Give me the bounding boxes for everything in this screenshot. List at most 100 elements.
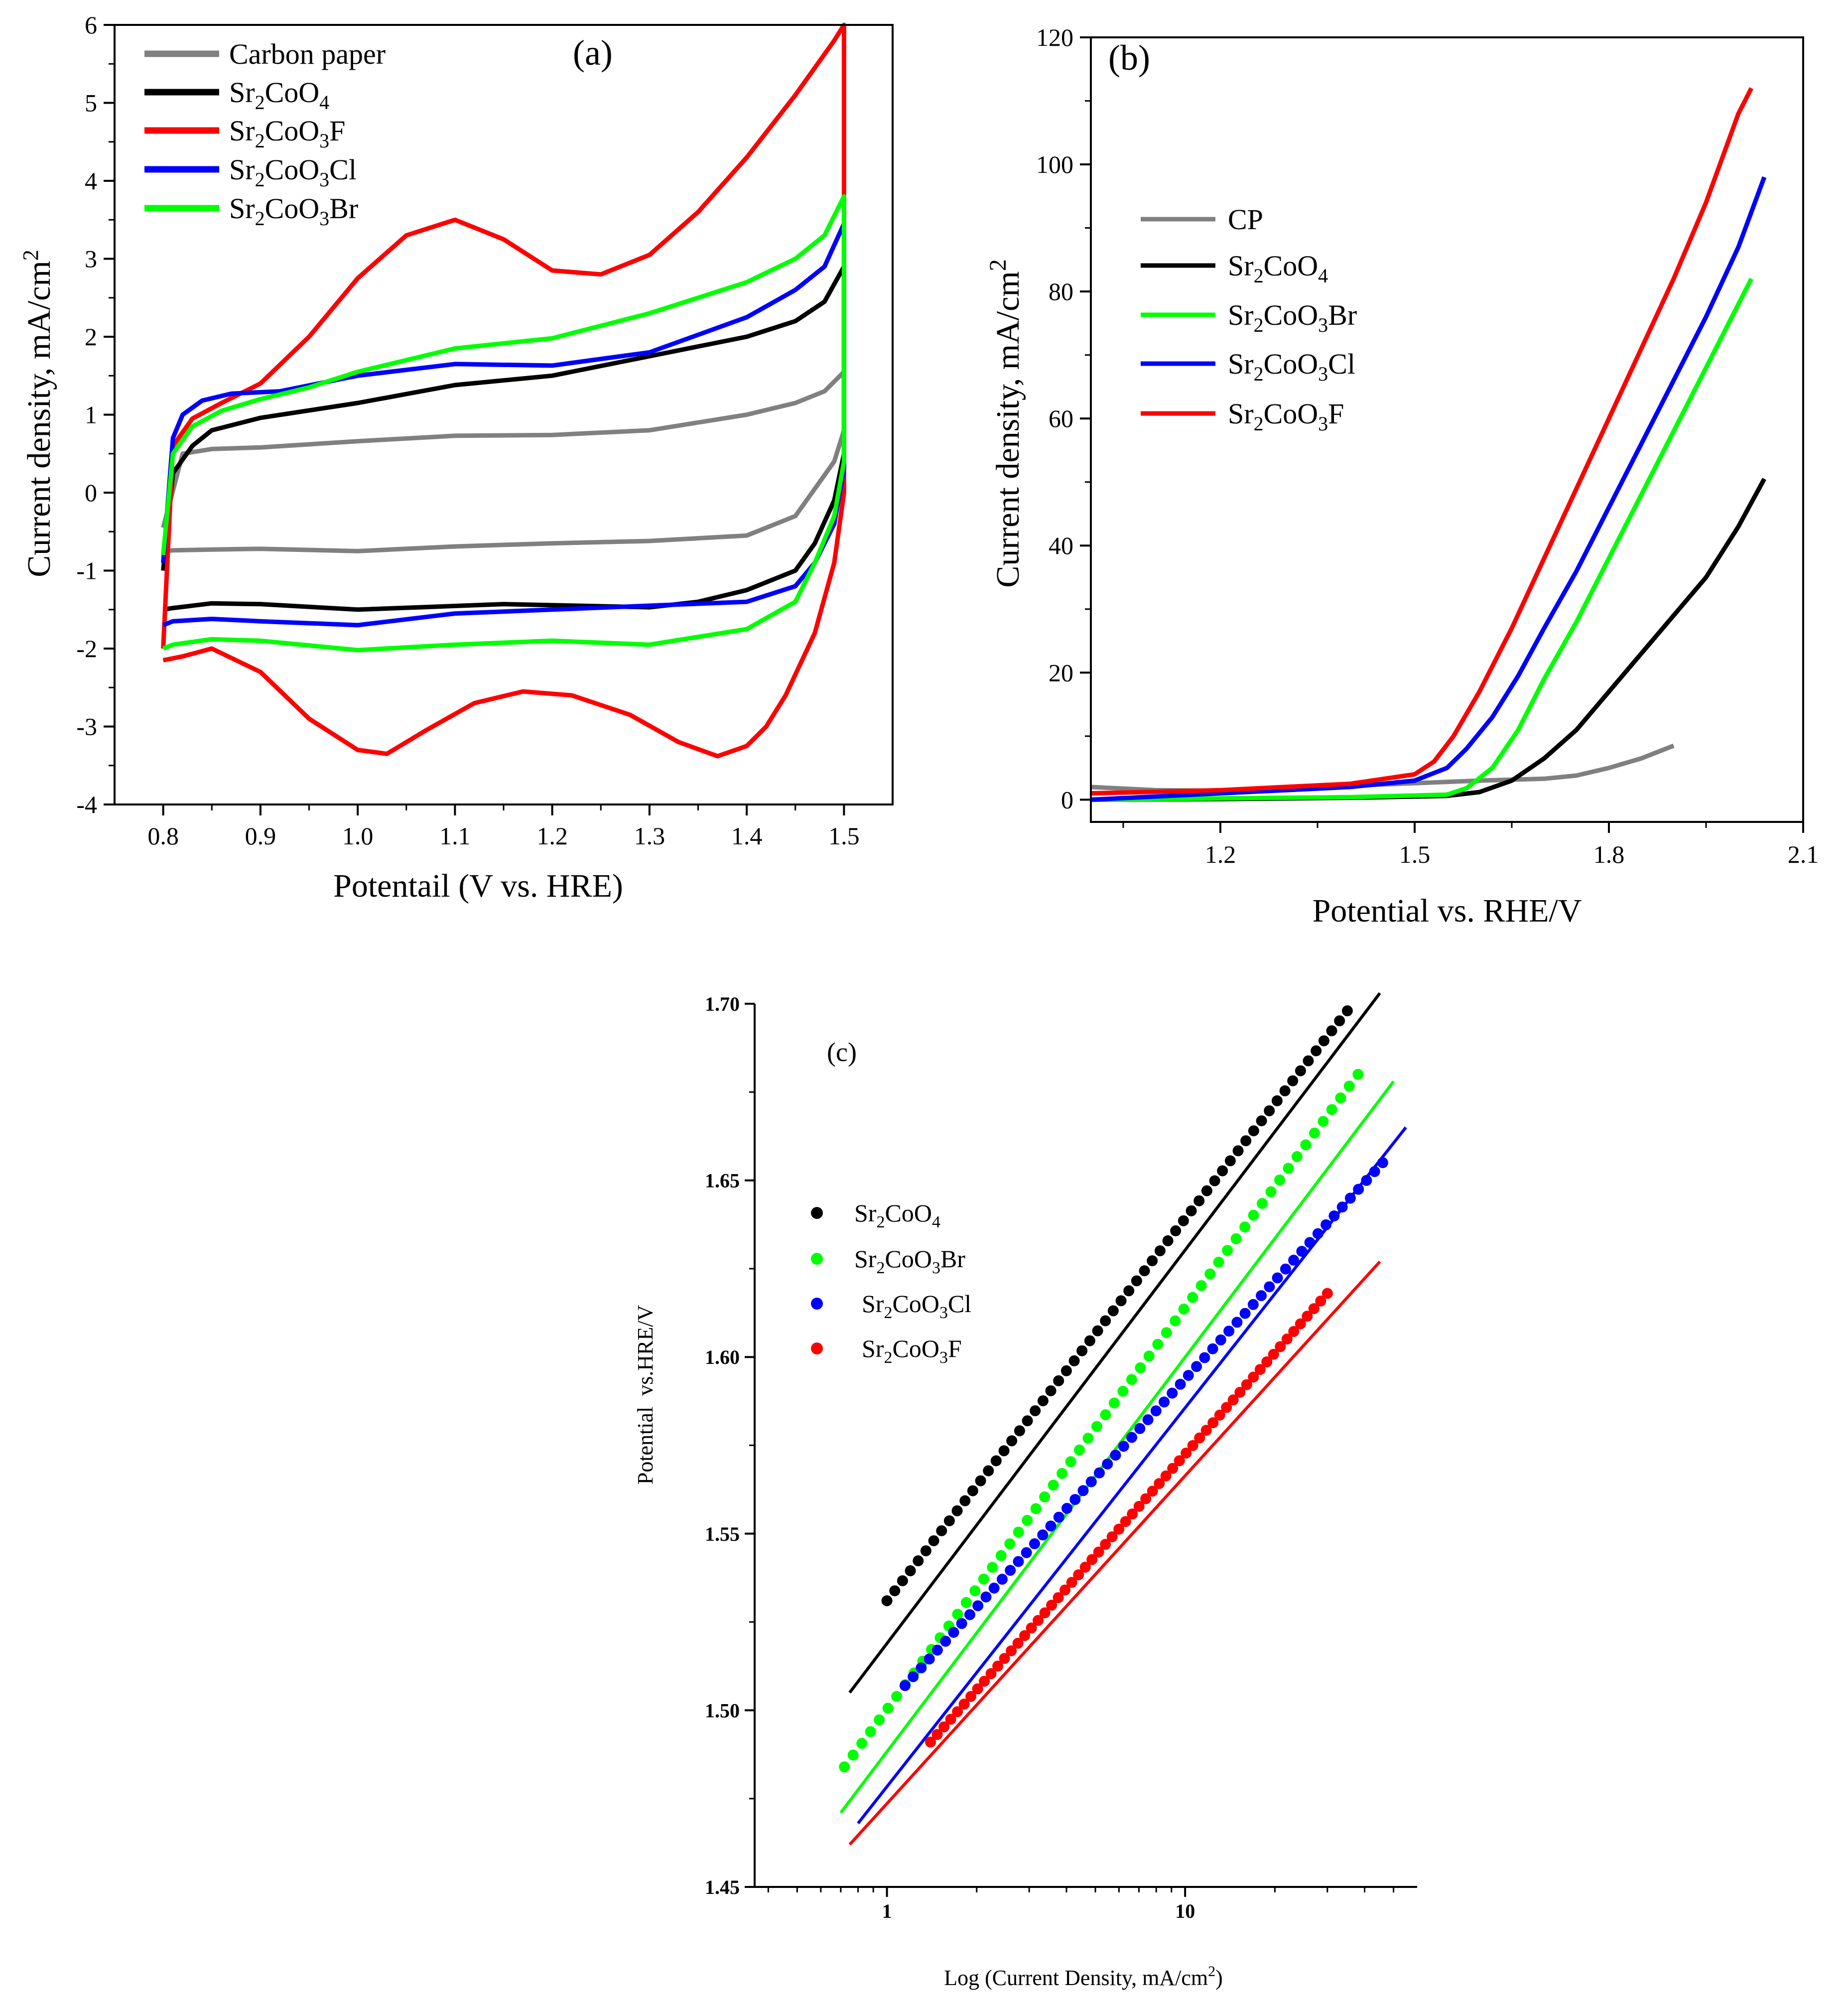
y-tick-b-label: 80 [1049, 277, 1073, 305]
tafel-panel-c: 1 10 1.45 1.50 1.55 1.60 1.65 1.70 (c) Log (Cu… [633, 992, 1417, 1990]
panel-b-frame [1090, 36, 1804, 823]
point-c-sr2coo3br [1204, 1268, 1216, 1280]
series-b-sr2coo3br [1090, 277, 1754, 802]
legend-c-text-sr2coo3cl: Sr2CoO3Cl [862, 1290, 971, 1322]
panel-b-legend: CP Sr2CoO4 Sr2CoO3Br Sr2CoO3Cl Sr2CoO3F [1141, 203, 1357, 435]
point-c-sr2coo3br [1143, 1350, 1155, 1362]
point-c-sr2coo3cl [1183, 1370, 1194, 1381]
point-c-sr2coo4 [1045, 1385, 1056, 1396]
point-c-sr2coo3br [1082, 1433, 1094, 1444]
point-c-sr2coo4 [1006, 1435, 1018, 1447]
point-c-sr2coo3f [1288, 1326, 1300, 1337]
point-c-sr2coo3cl [1191, 1361, 1202, 1372]
point-c-sr2coo3f [931, 1729, 943, 1740]
point-c-sr2coo4 [936, 1525, 947, 1536]
lsv-panel-b: 1.2 1.5 1.8 2.1 0 20 40 60 80 100 120 (b) Potenti… [985, 23, 1819, 929]
fit-line-c-sr2coo3cl [857, 1126, 1407, 1825]
panel-c-series-group [839, 992, 1407, 1846]
point-c-sr2coo3f [1059, 1584, 1071, 1596]
point-c-sr2coo3cl [980, 1591, 992, 1602]
point-c-sr2coo3f [1241, 1379, 1252, 1390]
point-c-sr2coo4 [1311, 1045, 1322, 1057]
y-tick-a-label: 4 [85, 167, 97, 195]
series-a-sr2coo3f [161, 22, 846, 759]
point-c-sr2coo3f [985, 1668, 997, 1679]
point-c-sr2coo3f [952, 1706, 963, 1718]
point-c-sr2coo3br [1135, 1362, 1146, 1373]
x-tick-a-label: 1.2 [536, 822, 568, 850]
point-c-sr2coo3cl [1288, 1254, 1300, 1266]
point-c-sr2coo3f [965, 1691, 977, 1702]
point-c-sr2coo3cl [1280, 1263, 1291, 1275]
point-c-sr2coo3f [1181, 1448, 1192, 1459]
panel-a-series-group [161, 22, 846, 759]
point-c-sr2coo3f [1308, 1303, 1320, 1315]
point-c-sr2coo3cl [1296, 1246, 1308, 1257]
legend-c-text-sr2coo3br: Sr2CoO3Br [854, 1245, 965, 1277]
y-tick-a-label: -1 [76, 557, 97, 585]
point-c-sr2coo3cl [1369, 1166, 1380, 1177]
point-c-sr2coo3f [958, 1698, 970, 1710]
point-c-sr2coo4 [1014, 1425, 1025, 1437]
point-c-sr2coo3cl [1247, 1299, 1259, 1310]
point-c-sr2coo3br [1074, 1444, 1085, 1456]
y-tick-a-label: 5 [85, 89, 97, 117]
point-c-sr2coo3br [1230, 1233, 1242, 1244]
point-c-sr2coo4 [928, 1535, 939, 1547]
point-c-sr2coo3f [1194, 1432, 1205, 1444]
point-c-sr2coo3f [1033, 1615, 1044, 1626]
series-a-sr2coo3br [161, 194, 846, 653]
fit-line-c-sr2coo3f [848, 1260, 1381, 1846]
point-c-sr2coo3f [999, 1653, 1010, 1664]
point-c-sr2coo4 [1092, 1325, 1103, 1336]
point-c-sr2coo3f [1106, 1531, 1118, 1543]
point-c-sr2coo3br [1004, 1538, 1016, 1550]
point-c-sr2coo3f [1026, 1622, 1037, 1634]
point-c-sr2coo4 [1232, 1145, 1244, 1157]
point-c-sr2coo4 [1217, 1165, 1228, 1177]
point-c-sr2coo4 [1170, 1225, 1182, 1236]
y-tick-b-label: 0 [1061, 786, 1073, 813]
point-c-sr2coo4 [1076, 1345, 1088, 1356]
point-c-sr2coo3f [1127, 1508, 1138, 1520]
x-tick-a-label: 1.4 [731, 822, 763, 850]
panel-b-label: (b) [1108, 38, 1150, 78]
point-c-sr2coo3cl [1207, 1343, 1218, 1354]
point-c-sr2coo3f [1093, 1546, 1104, 1558]
point-c-sr2coo4 [1326, 1025, 1337, 1037]
point-c-sr2coo3cl [916, 1662, 927, 1674]
point-c-sr2coo4 [1248, 1125, 1259, 1137]
point-c-sr2coo3f [1019, 1630, 1031, 1641]
point-c-sr2coo4 [943, 1515, 955, 1526]
x-tick-a-label: 1.3 [634, 822, 665, 850]
point-c-sr2coo3f [1039, 1607, 1051, 1618]
point-c-sr2coo3cl [1256, 1290, 1267, 1301]
point-c-sr2coo4 [1037, 1395, 1049, 1407]
x-tick-a-label: 1.5 [828, 822, 860, 850]
panel-c-y-ticks: 1.45 1.50 1.55 1.60 1.65 1.70 [705, 993, 755, 1898]
x-tick-a-label: 1.1 [439, 822, 471, 850]
point-c-sr2coo3f [1221, 1402, 1232, 1413]
panel-c-label: (c) [827, 1037, 857, 1067]
point-c-sr2coo4 [1303, 1055, 1314, 1067]
point-c-sr2coo4 [1295, 1065, 1306, 1076]
point-c-sr2coo3br [1300, 1139, 1312, 1151]
point-c-sr2coo3br [1248, 1209, 1259, 1221]
point-c-sr2coo4 [1256, 1115, 1267, 1126]
point-c-sr2coo3br [1213, 1256, 1224, 1268]
point-c-sr2coo3br [1022, 1515, 1033, 1526]
y-tick-a-label: -3 [76, 713, 97, 741]
point-c-sr2coo4 [889, 1585, 901, 1597]
point-c-sr2coo3f [979, 1676, 990, 1687]
point-c-sr2coo3f [925, 1736, 936, 1748]
point-c-sr2coo3br [978, 1573, 989, 1585]
point-c-sr2coo3cl [1069, 1494, 1081, 1505]
point-c-sr2coo3f [1113, 1523, 1125, 1535]
point-c-sr2coo3f [1214, 1409, 1225, 1421]
point-c-sr2coo3cl [1053, 1511, 1064, 1523]
legend-b-text-sr2coo3br: Sr2CoO3Br [1228, 299, 1357, 336]
point-c-sr2coo3cl [1005, 1565, 1016, 1576]
point-c-sr2coo3f [1295, 1318, 1306, 1330]
point-c-sr2coo3cl [1021, 1547, 1032, 1558]
panel-c-x-ticks: 1 10 [767, 1887, 1395, 1922]
